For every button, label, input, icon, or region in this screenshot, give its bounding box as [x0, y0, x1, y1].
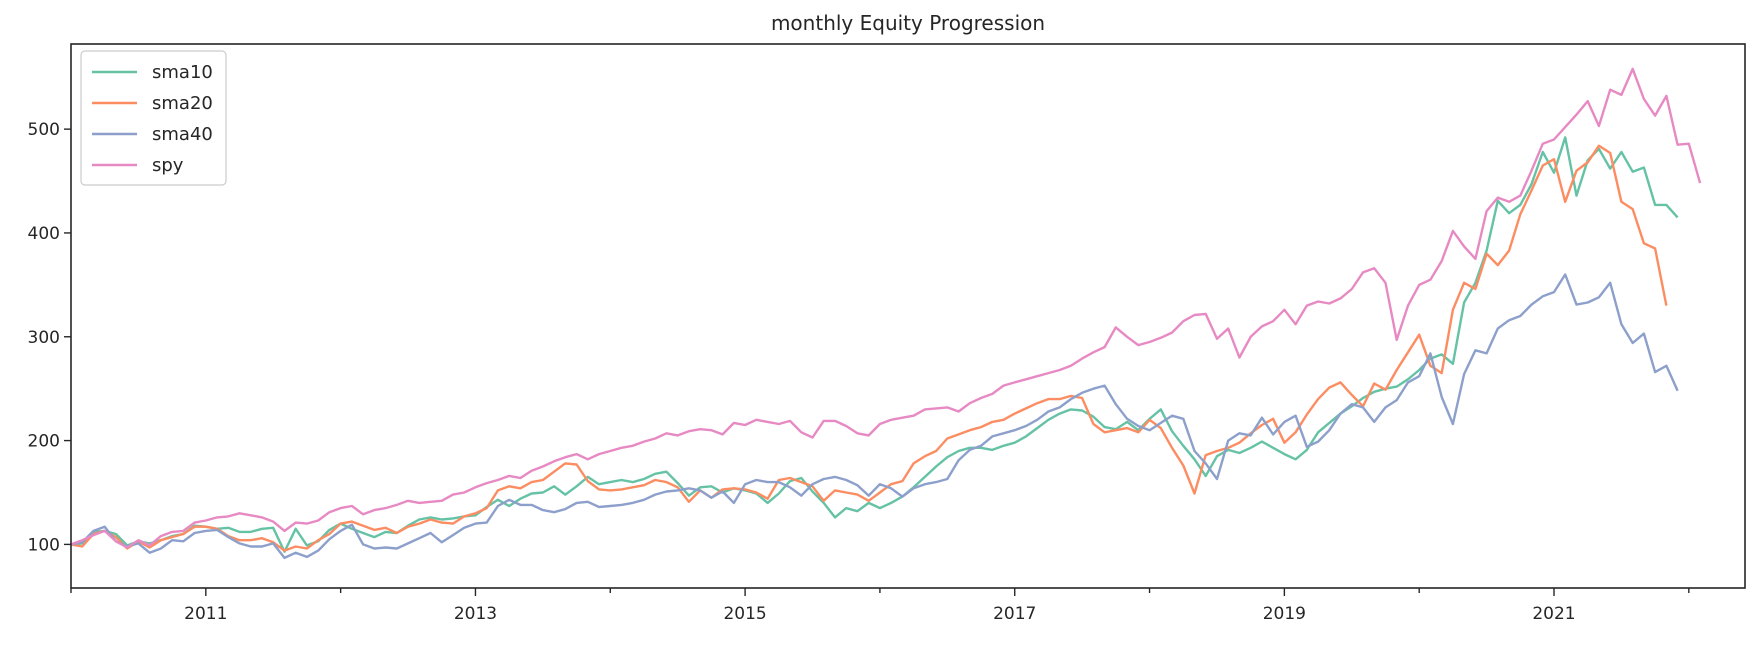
x-tick-label: 2019	[1263, 604, 1306, 624]
x-tick-label: 2013	[454, 604, 497, 624]
legend-label-sma10: sma10	[152, 62, 213, 83]
series-line-sma20	[70, 144, 1668, 552]
y-tick-label: 200	[28, 432, 60, 452]
x-tick-label: 2017	[993, 604, 1036, 624]
y-tick-label: 100	[28, 535, 60, 555]
series-line-spy	[70, 67, 1702, 549]
x-tick-label: 2021	[1532, 604, 1575, 624]
legend-label-sma40: sma40	[152, 124, 213, 145]
y-tick-label: 300	[28, 328, 60, 348]
plot-frame	[70, 43, 1746, 589]
legend-label-sma20: sma20	[152, 93, 213, 114]
legend-label-spy: spy	[152, 155, 184, 176]
series-layer	[70, 67, 1702, 560]
x-tick-label: 2011	[184, 604, 227, 624]
y-tick-label: 500	[28, 120, 60, 140]
legend-box	[80, 50, 227, 186]
y-tick-label: 400	[28, 224, 60, 244]
series-line-sma40	[70, 273, 1679, 560]
x-tick-label: 2015	[723, 604, 766, 624]
legend: sma10 sma20 sma40 spy	[80, 50, 227, 186]
axes-layer: 100 200 300 400 500 2011 2013 2015 2017 2019 2021	[28, 120, 1690, 624]
chart-title: monthly Equity Progression	[771, 11, 1045, 35]
